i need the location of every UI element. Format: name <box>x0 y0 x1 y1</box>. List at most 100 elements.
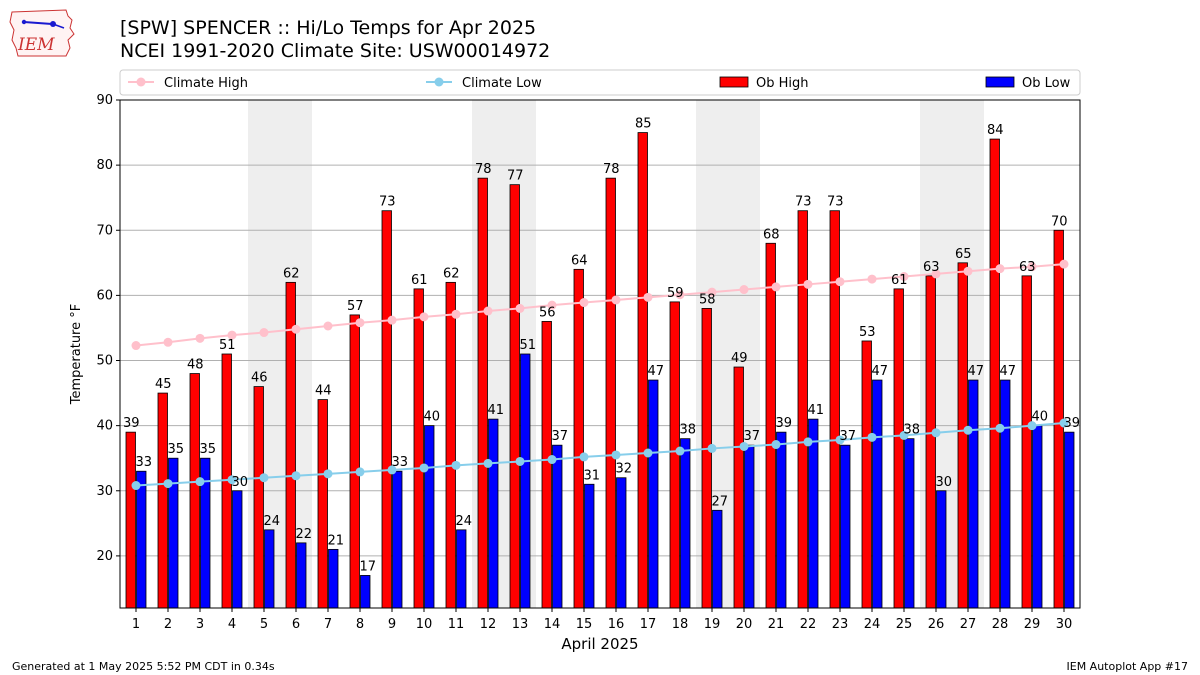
ob-high-label: 78 <box>603 162 620 177</box>
ob-low-bar <box>200 457 211 609</box>
ob-low-label: 35 <box>199 442 216 457</box>
climate-low-point <box>739 441 749 451</box>
iem-logo: IEM <box>9 9 75 57</box>
ob-high-label: 44 <box>315 384 332 399</box>
ob-high-bar <box>925 275 936 609</box>
ob-low-bar <box>1064 431 1075 609</box>
ob-low-label: 47 <box>647 364 664 379</box>
climate-high-point <box>163 337 173 347</box>
climate-low-point <box>1059 418 1069 428</box>
ob-high-label: 57 <box>347 299 364 314</box>
legend-ob-low-swatch <box>985 76 1015 88</box>
ob-high-label: 64 <box>571 253 588 268</box>
x-tick-label: 26 <box>928 617 945 632</box>
x-tick-label: 22 <box>800 617 817 632</box>
ob-low-label: 30 <box>231 475 248 490</box>
legend: Climate High Climate Low Ob High Ob Low <box>119 69 1081 96</box>
ob-low-bar <box>904 438 915 609</box>
ob-low-bar <box>712 509 723 609</box>
climate-high-point <box>259 328 269 338</box>
ob-high-label: 70 <box>1051 214 1068 229</box>
climate-low-point <box>771 440 781 450</box>
ob-high-bar <box>1021 275 1032 609</box>
ob-high-bar <box>157 392 168 609</box>
legend-climate-high-marker <box>136 77 146 87</box>
legend-climate-low-label: Climate Low <box>462 76 542 91</box>
ob-high-label: 65 <box>955 247 972 262</box>
climate-low-point <box>931 428 941 438</box>
y-tick-label: 20 <box>96 549 113 564</box>
ob-low-label: 39 <box>1063 416 1080 431</box>
ob-low-bar <box>296 542 307 609</box>
y-tick-label: 70 <box>96 223 113 238</box>
climate-low-point <box>259 473 269 483</box>
climate-high-point <box>1059 259 1069 269</box>
y-tick-label: 30 <box>96 484 113 499</box>
climate-high-point <box>195 333 205 343</box>
ob-low-label: 51 <box>519 338 536 353</box>
ob-low-label: 33 <box>391 455 408 470</box>
ob-low-bar <box>808 418 819 609</box>
climate-low-point <box>579 452 589 462</box>
ob-low-label: 40 <box>423 410 440 425</box>
ob-high-label: 73 <box>827 195 844 210</box>
ob-high-bar <box>765 242 776 609</box>
ob-high-label: 73 <box>379 195 396 210</box>
ob-low-label: 41 <box>487 403 504 418</box>
climate-high-point <box>227 330 237 340</box>
ob-low-bar <box>424 425 435 609</box>
climate-low-point <box>323 469 333 479</box>
ob-high-bar <box>541 321 552 609</box>
ob-high-bar <box>125 431 136 609</box>
ob-high-bar <box>669 301 680 609</box>
ob-low-bar <box>936 490 947 609</box>
ob-high-label: 63 <box>1019 260 1036 275</box>
weekend-shade <box>696 100 760 608</box>
x-tick-label: 13 <box>512 617 529 632</box>
x-tick-label: 23 <box>832 617 849 632</box>
ob-low-label: 38 <box>903 423 920 438</box>
ob-low-bar <box>1032 425 1043 609</box>
ob-high-label: 45 <box>155 377 172 392</box>
climate-high-point <box>611 295 621 305</box>
x-tick-label: 3 <box>196 617 204 632</box>
x-tick-label: 29 <box>1024 617 1041 632</box>
x-tick-label: 18 <box>672 617 689 632</box>
ob-high-label: 49 <box>731 351 748 366</box>
climate-high-point <box>899 271 909 281</box>
plot-frame <box>119 99 1081 609</box>
x-tick-label: 16 <box>608 617 625 632</box>
ob-high-bar <box>349 314 360 609</box>
x-axis-label: April 2025 <box>561 635 638 653</box>
bars <box>125 132 1075 609</box>
ob-low-label: 37 <box>839 429 856 444</box>
ob-low-label: 47 <box>967 364 984 379</box>
ob-high-bar <box>893 288 904 609</box>
ob-high-label: 56 <box>539 305 556 320</box>
y-tick-label: 50 <box>96 354 113 369</box>
climate-low-point <box>643 448 653 458</box>
ob-low-label: 24 <box>263 514 280 529</box>
climate-high-point <box>579 298 589 308</box>
logo-text: IEM <box>17 35 55 55</box>
x-tick-label: 17 <box>640 617 657 632</box>
ob-low-label: 41 <box>807 403 824 418</box>
ob-high-label: 68 <box>763 227 780 242</box>
ob-high-label: 61 <box>891 273 908 288</box>
data-labels: 39 33 45 35 48 35 51 30 46 24 62 22 44 21 57 17 73 33 61 40… <box>123 117 1080 575</box>
climate-high-line <box>135 263 1065 347</box>
footer-app: IEM Autoplot App #17 <box>1066 660 1189 673</box>
climate-low-point <box>163 479 173 489</box>
ob-low-bar <box>264 529 275 609</box>
x-tick-label: 28 <box>992 617 1009 632</box>
climate-low-point <box>355 467 365 477</box>
ob-low-label: 38 <box>679 423 696 438</box>
ob-high-bar <box>637 132 648 609</box>
x-tick-label: 19 <box>704 617 721 632</box>
ob-low-bar <box>1000 379 1011 609</box>
ob-low-bar <box>744 444 755 609</box>
x-tick-label: 24 <box>864 617 881 632</box>
climate-high-point <box>643 292 653 302</box>
ob-high-bar <box>221 353 232 609</box>
